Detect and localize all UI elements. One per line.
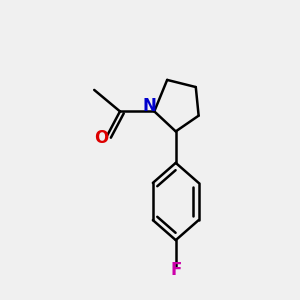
Text: F: F [170, 261, 182, 279]
Text: O: O [94, 129, 108, 147]
Text: N: N [142, 97, 156, 115]
